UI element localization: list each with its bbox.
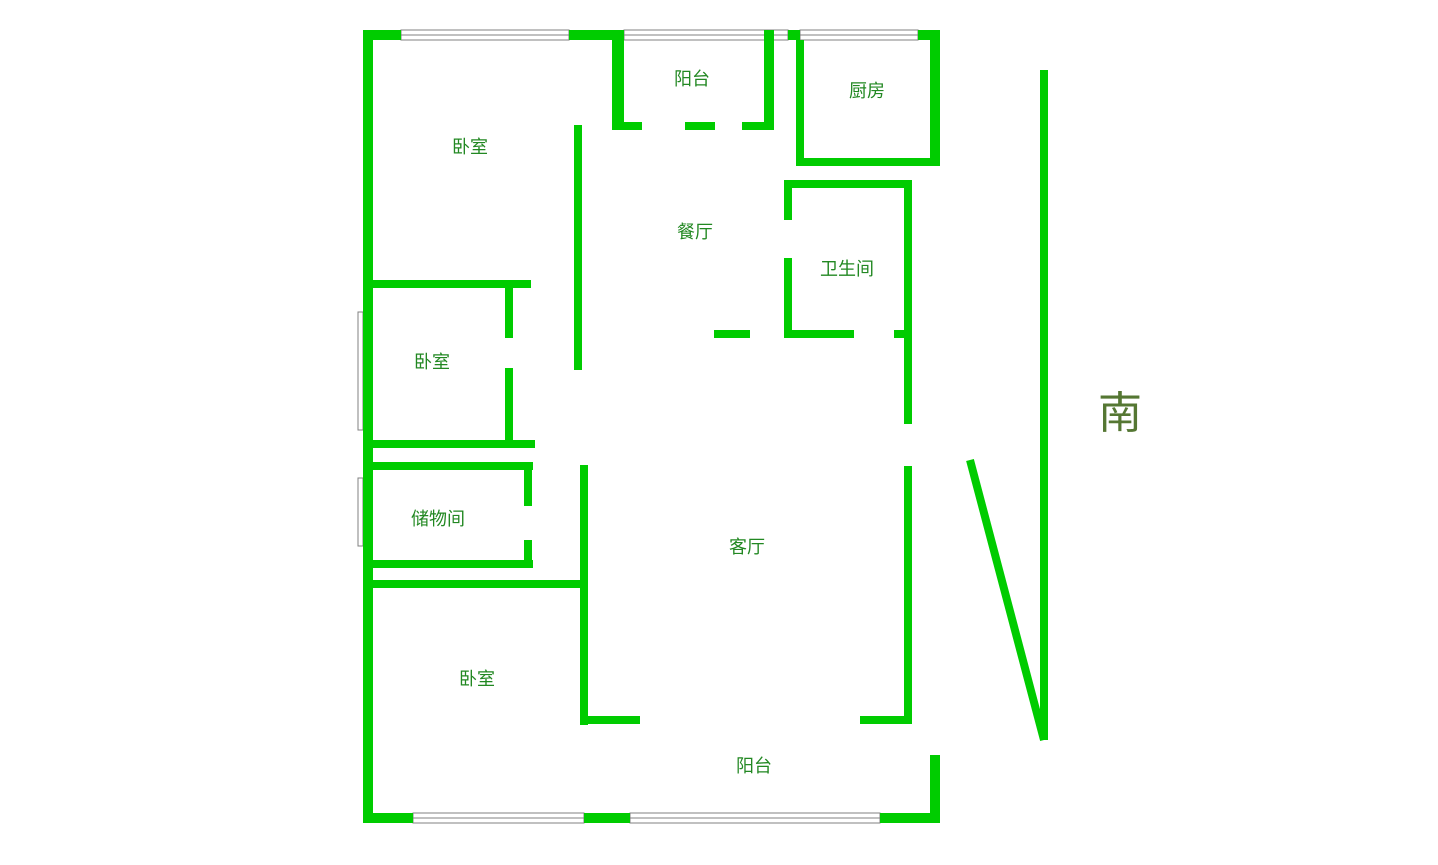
windows-group (358, 30, 918, 823)
wall (363, 280, 531, 288)
wall (363, 440, 513, 448)
wall (505, 288, 513, 338)
wall (784, 330, 854, 338)
room-label-bedroom-1: 卧室 (452, 137, 488, 157)
wall (714, 330, 750, 338)
room-label-bedroom-3: 卧室 (459, 669, 495, 689)
wall (363, 813, 413, 823)
wall (363, 462, 533, 470)
walls-group (363, 30, 940, 823)
room-label-balcony-top: 阳台 (674, 69, 710, 89)
wall (505, 368, 513, 448)
wall (612, 122, 642, 130)
room-label-bedroom-2: 卧室 (414, 352, 450, 372)
wall (796, 40, 804, 166)
room-label-living: 客厅 (729, 537, 765, 557)
wall (796, 158, 940, 166)
wall (580, 716, 640, 724)
wall (363, 30, 401, 40)
wall (784, 180, 792, 220)
room-label-kitchen: 厨房 (849, 81, 885, 101)
floorplan-svg: 阳台厨房卧室餐厅卫生间卧室储物间客厅卧室阳台南 (0, 0, 1438, 865)
room-label-bathroom: 卫生间 (820, 259, 874, 279)
wall (612, 30, 624, 130)
wall (524, 462, 532, 506)
room-labels: 阳台厨房卧室餐厅卫生间卧室储物间客厅卧室阳台 (411, 69, 885, 776)
wall (363, 560, 533, 568)
room-label-storage: 储物间 (411, 509, 465, 529)
wall (904, 466, 912, 724)
wall (788, 30, 800, 40)
wall (580, 465, 588, 725)
wall (574, 280, 582, 370)
wall (784, 258, 792, 338)
compass-label: 南 (1098, 389, 1142, 438)
wall (363, 580, 587, 588)
wall (764, 30, 774, 130)
wall (894, 330, 910, 338)
wall (904, 180, 912, 424)
wall (505, 440, 535, 448)
wall (363, 30, 373, 823)
wall (524, 540, 532, 568)
room-label-dining: 餐厅 (677, 222, 713, 242)
wall (584, 813, 630, 823)
wall (930, 755, 940, 823)
compass-arrow (970, 70, 1048, 740)
wall (685, 122, 715, 130)
wall (784, 180, 912, 188)
room-label-balcony-bottom: 阳台 (736, 756, 772, 776)
wall (930, 30, 940, 166)
